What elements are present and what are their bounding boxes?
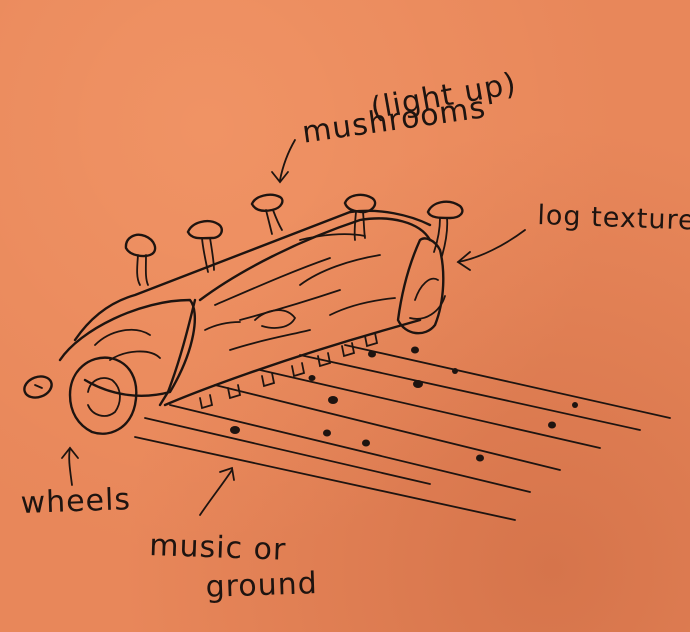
tread-tooth [317, 352, 332, 368]
staff-line [259, 369, 601, 449]
log-bottom-edge [163, 318, 422, 407]
staff-line [299, 354, 641, 431]
music-note [548, 421, 556, 429]
music-note [362, 439, 370, 447]
mushrooms [124, 193, 464, 286]
texture-stroke [229, 329, 311, 351]
music-note [476, 454, 484, 462]
music-note [308, 375, 316, 381]
texture-stroke [329, 297, 396, 316]
log-texture-strokes [94, 233, 396, 361]
log-tread [199, 332, 379, 410]
texture-stroke [299, 254, 381, 286]
music-note [230, 426, 240, 434]
music-note [452, 368, 458, 374]
mushroom-stem [136, 254, 149, 286]
label-music-or: music or [148, 528, 287, 568]
mushroom-cap [124, 233, 157, 258]
staff-line [169, 404, 531, 493]
mushroom-stem [201, 237, 215, 273]
mushroom [124, 233, 157, 286]
mushroom-stem [433, 217, 449, 257]
mushroom [250, 193, 284, 235]
log-front-edge [158, 298, 197, 407]
log-knot [254, 309, 297, 329]
music-note [323, 429, 331, 437]
mushrooms-arrowhead-icon [271, 171, 289, 184]
music-staff-lines [134, 344, 671, 521]
tread-tooth [261, 372, 276, 388]
music-arrow-icon [199, 469, 233, 516]
log-ridge [198, 217, 432, 302]
tread-tooth [364, 332, 379, 348]
wheel-outer [68, 356, 138, 435]
log-texture-arrowhead-icon [456, 251, 471, 271]
music-note [413, 380, 423, 388]
mushroom-cap [250, 193, 284, 212]
tread-tooth [199, 394, 214, 410]
tread-tooth [291, 362, 306, 378]
log-texture-arrow-icon [457, 229, 526, 263]
annotation-arrows [61, 139, 526, 516]
texture-stroke [299, 233, 366, 241]
staff-line [214, 384, 561, 471]
music-arrowhead-icon [219, 466, 235, 481]
log-back-ring [414, 277, 439, 301]
mushroom-stem [265, 209, 283, 235]
music-note [572, 402, 578, 408]
tread-tooth [227, 384, 242, 400]
mushroom [186, 220, 223, 273]
log-body [58, 209, 446, 407]
label-log-texture: log texture [536, 200, 690, 237]
axle-cap [23, 375, 53, 399]
log-front-face [58, 298, 196, 397]
label-wheels: wheels [20, 482, 132, 521]
staff-line [344, 344, 671, 419]
axle-cap-ring [23, 375, 53, 399]
music-notes [230, 346, 578, 462]
mushroom-stem [353, 211, 366, 241]
axle-cap-mark [34, 384, 43, 389]
music-note [328, 396, 338, 404]
mushroom-cap [343, 193, 377, 214]
texture-stroke [94, 328, 151, 346]
log-back-ring [409, 295, 446, 320]
music-note [411, 346, 419, 354]
log-top-edge [73, 210, 352, 342]
wheel-inner [87, 377, 121, 417]
mushroom-cap [186, 220, 223, 240]
texture-stroke [214, 257, 331, 306]
texture-stroke [239, 289, 341, 321]
texture-stroke [109, 350, 161, 361]
mushrooms-arrow-icon [279, 139, 296, 181]
staff-line [144, 417, 431, 485]
front-wheel [68, 356, 138, 435]
music-note [368, 350, 376, 358]
wheels-arrow-icon [68, 447, 73, 486]
wheels-arrowhead-icon [61, 446, 79, 459]
mushroom [343, 193, 377, 241]
mushroom-cap [426, 200, 464, 220]
mushroom [426, 200, 464, 257]
staff-line [134, 436, 516, 521]
tread-tooth [341, 342, 356, 358]
texture-stroke [204, 321, 241, 331]
label-ground: ground [205, 566, 319, 605]
